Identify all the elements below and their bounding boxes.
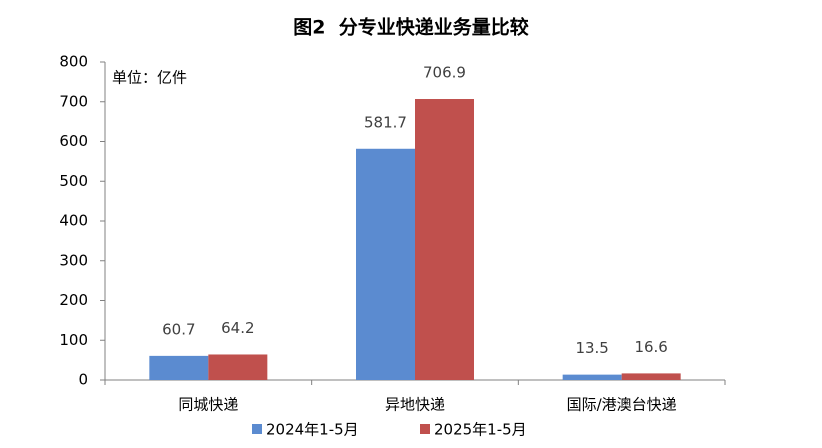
legend-swatch: [420, 424, 430, 434]
bar: [415, 99, 474, 380]
data-label: 60.7: [162, 320, 195, 338]
bar: [562, 374, 622, 380]
legend-swatch: [252, 424, 262, 434]
data-label: 581.7: [364, 113, 407, 131]
x-tick-label: 同城快递: [178, 396, 238, 414]
data-label: 13.5: [575, 339, 608, 357]
y-tick-label: 600: [59, 132, 88, 150]
chart-title: 图2 分专业快递业务量比较: [293, 16, 528, 39]
legend-label: 2025年1-5月: [434, 421, 527, 439]
bar: [149, 355, 209, 380]
bar: [356, 148, 415, 380]
bar: [208, 354, 268, 380]
data-label: 64.2: [221, 319, 254, 337]
x-tick-label: 国际/港澳台快递: [567, 396, 677, 414]
x-tick-label: 异地快递: [385, 396, 445, 414]
y-tick-label: 700: [59, 92, 88, 110]
y-tick-label: 500: [59, 172, 88, 190]
data-label: 16.6: [634, 338, 667, 356]
y-tick-label: 400: [59, 212, 88, 230]
legend-label: 2024年1-5月: [266, 421, 359, 439]
y-tick-label: 800: [59, 53, 88, 71]
y-tick-label: 200: [59, 291, 88, 309]
unit-annotation: 单位：亿件: [112, 69, 187, 87]
y-tick-label: 300: [59, 251, 88, 269]
y-tick-label: 100: [59, 331, 88, 349]
y-tick-label: 0: [78, 371, 88, 389]
bar: [621, 373, 681, 380]
data-label: 706.9: [423, 64, 466, 82]
